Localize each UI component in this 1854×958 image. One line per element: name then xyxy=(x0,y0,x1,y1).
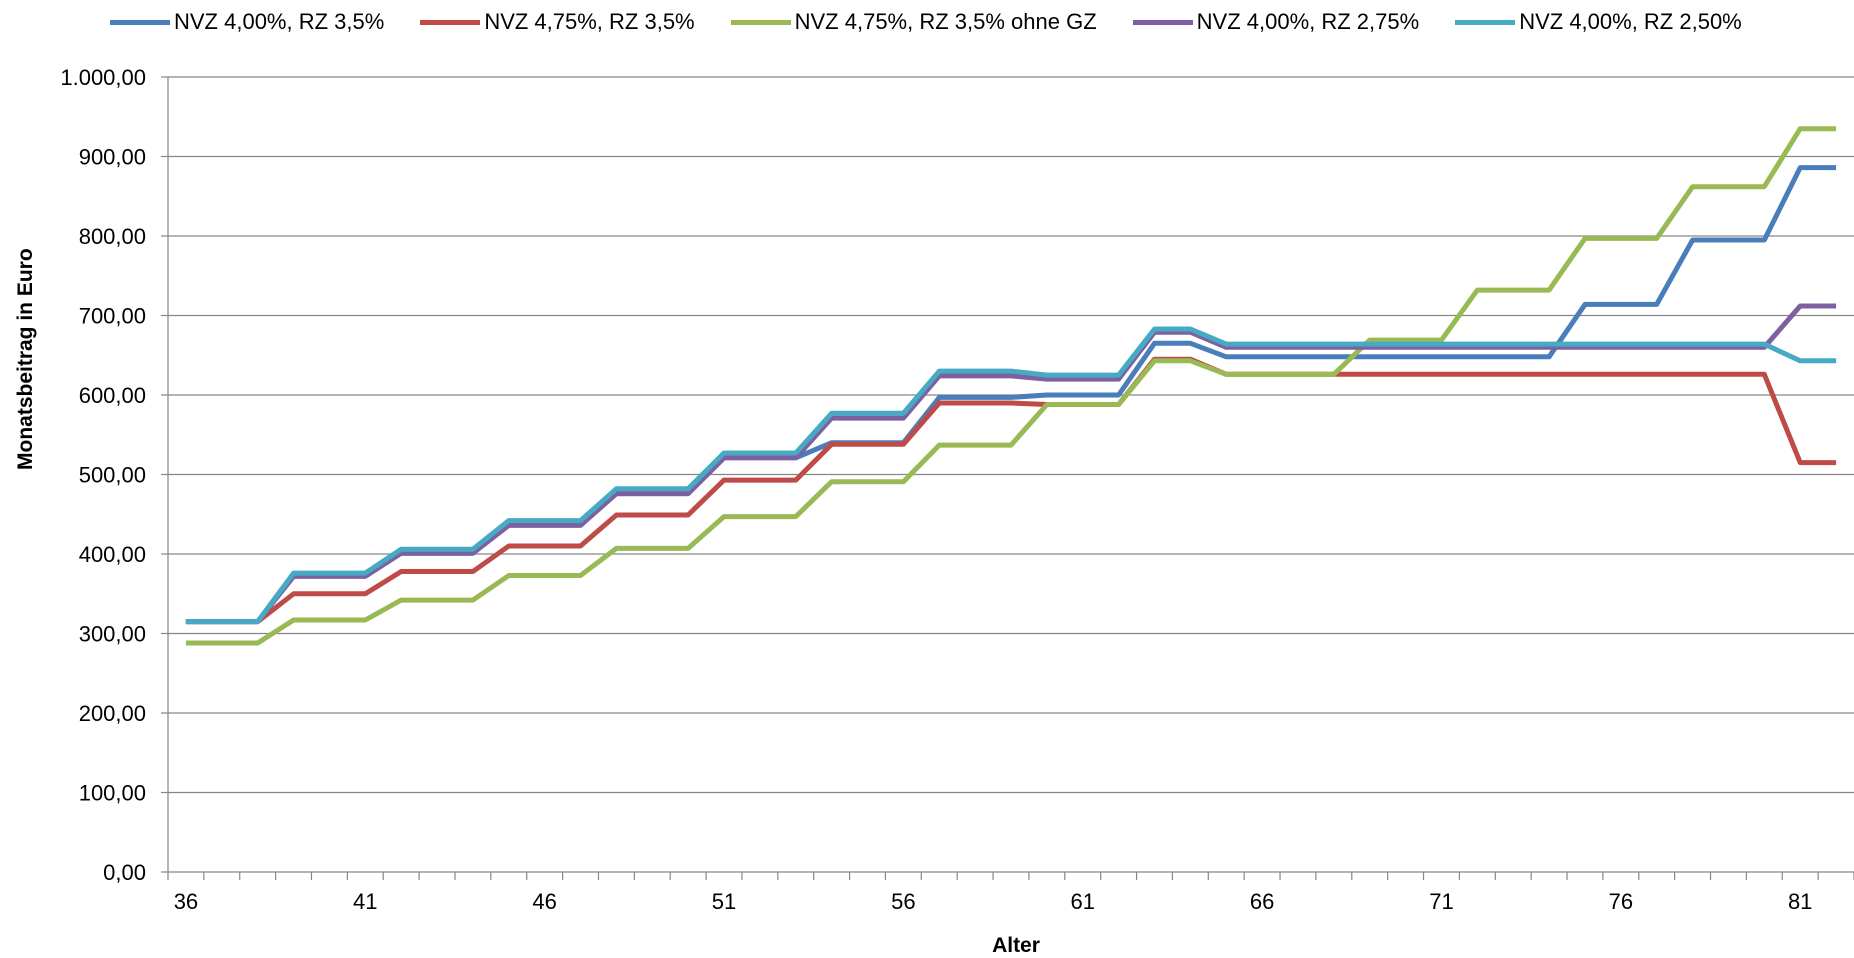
series-line-2 xyxy=(185,356,1837,625)
legend-item-4: NVZ 4,00%, RZ 2,75% xyxy=(1132,9,1420,35)
legend-label: NVZ 4,75%, RZ 3,5% ohne GZ xyxy=(794,9,1097,34)
x-tick-label: 51 xyxy=(712,889,736,914)
x-tick-label: 61 xyxy=(1071,889,1095,914)
x-tick-label: 56 xyxy=(891,889,915,914)
x-tick-label: 41 xyxy=(353,889,377,914)
x-tick-label: 71 xyxy=(1429,889,1453,914)
legend-label: NVZ 4,00%, RZ 2,75% xyxy=(1196,9,1420,34)
axes xyxy=(161,76,1854,880)
series-line-4 xyxy=(185,303,1837,625)
x-tick-label: 46 xyxy=(532,889,556,914)
legend-swatch xyxy=(730,19,791,25)
legend-item-1: NVZ 4,00%, RZ 3,5% xyxy=(110,9,384,35)
legend-item-5: NVZ 4,00%, RZ 2,50% xyxy=(1455,9,1742,35)
series-lines xyxy=(185,126,1837,646)
y-tick-label: 700,00 xyxy=(79,304,146,329)
y-tick-label: 400,00 xyxy=(79,542,146,567)
legend-swatch xyxy=(420,19,481,25)
chart-legend: NVZ 4,00%, RZ 3,5% NVZ 4,75%, RZ 3,5% NVZ … xyxy=(110,8,1778,36)
y-tick-label: 800,00 xyxy=(79,224,146,249)
y-tick-label: 500,00 xyxy=(79,463,146,488)
y-tick-label: 200,00 xyxy=(79,701,146,726)
y-tick-label: 600,00 xyxy=(79,383,146,408)
x-tick-label: 36 xyxy=(174,889,198,914)
legend-swatch xyxy=(110,19,170,25)
y-axis-title: Monatsbeitrag in Euro xyxy=(14,248,37,470)
series-line-3 xyxy=(185,126,1837,646)
x-tick-label: 66 xyxy=(1250,889,1274,914)
legend-item-3: NVZ 4,75%, RZ 3,5% ohne GZ xyxy=(730,9,1097,35)
legend-label: NVZ 4,75%, RZ 3,5% xyxy=(484,9,695,34)
x-tick-label: 81 xyxy=(1788,889,1812,914)
y-tick-label: 300,00 xyxy=(79,622,146,647)
tick-labels: 0,00 100,00 200,00 300,00 400,00 500,00 600,00… xyxy=(60,65,1812,914)
legend-label: NVZ 4,00%, RZ 3,5% xyxy=(174,9,385,34)
series-line-5 xyxy=(185,326,1837,625)
y-tick-label: 900,00 xyxy=(79,145,146,170)
legend-label: NVZ 4,00%, RZ 2,50% xyxy=(1519,9,1742,34)
y-tick-label: 1.000,00 xyxy=(60,65,146,90)
legend-swatch xyxy=(1455,19,1516,25)
x-axis-title: Alter xyxy=(992,934,1040,957)
x-tick-label: 76 xyxy=(1609,889,1633,914)
legend-item-2: NVZ 4,75%, RZ 3,5% xyxy=(420,9,695,35)
y-tick-label: 0,00 xyxy=(103,860,146,885)
legend-swatch xyxy=(1132,19,1193,25)
y-tick-label: 100,00 xyxy=(79,781,146,806)
gridlines xyxy=(168,76,1854,873)
